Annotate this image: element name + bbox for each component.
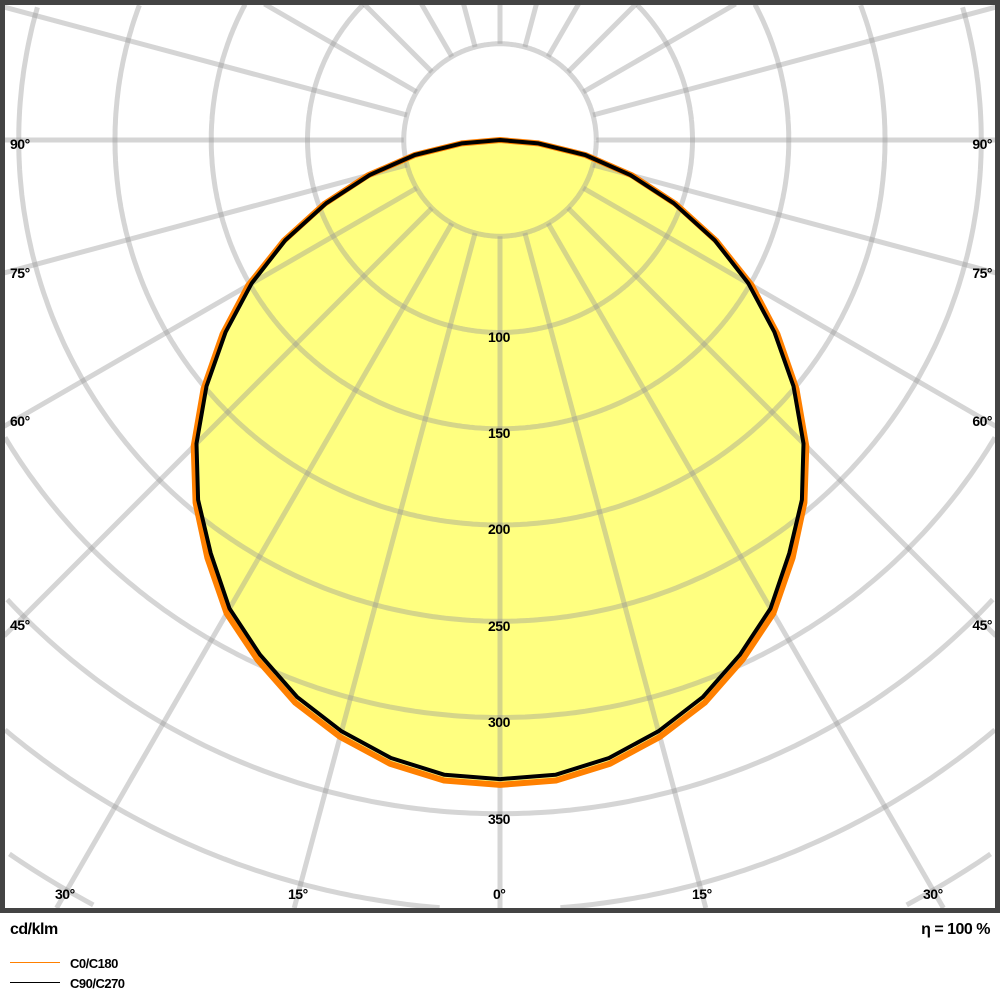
radial-grid-ring-450	[7, 851, 993, 908]
angle-grid-spoke-255	[3, 4, 408, 118]
angle-label-45-left: 45°	[10, 617, 30, 633]
angle-grid-spoke-285	[3, 162, 408, 276]
efficiency-label: η = 100 %	[921, 921, 990, 938]
radial-grid-ring-300	[2, 436, 998, 720]
unit-label: cd/klm	[10, 921, 58, 938]
angle-label-75-right: 75°	[972, 265, 992, 281]
angle-grid-spoke-330	[54, 222, 455, 910]
angle-grid-spoke-315	[2, 206, 434, 638]
series-line-c0-c180	[190, 137, 810, 788]
angle-grid-spoke-15	[522, 232, 709, 909]
radial-tick-300: 300	[488, 714, 510, 730]
legend-line-c90	[10, 982, 60, 983]
angle-grid-spoke-45	[566, 206, 998, 638]
radial-grid-ring-100	[305, 3, 695, 335]
radial-grid-ring-50	[401, 41, 599, 239]
legend-label-c0: C0/C180	[70, 956, 118, 971]
radial-tick-150: 150	[488, 425, 510, 441]
angle-grid-spoke-150	[545, 2, 581, 58]
angle-grid-spoke-30	[545, 222, 946, 910]
angle-grid-spoke-195	[461, 3, 478, 48]
angle-label-75-left: 75°	[10, 265, 30, 281]
angle-grid-spoke-60	[582, 185, 998, 429]
angle-label-0: 0°	[493, 886, 506, 902]
chart-frame	[0, 0, 1000, 913]
angle-grid-spoke-210	[419, 2, 455, 58]
radial-grid-ring-200	[112, 4, 888, 528]
angle-grid-spoke-135	[566, 2, 638, 74]
angle-grid-spoke-105	[592, 4, 997, 118]
angle-grid-spoke-120	[582, 1, 737, 95]
angle-label-30-right: 30°	[923, 886, 943, 902]
angle-grid-spoke-345	[291, 232, 478, 909]
angle-grid-spoke-225	[362, 2, 434, 74]
angle-label-90-right: 90°	[972, 136, 992, 152]
angle-label-60-right: 60°	[972, 413, 992, 429]
radial-grid-ring-400	[3, 727, 997, 911]
legend-label-c90: C90/C270	[70, 976, 125, 991]
radial-grid-ring-350	[5, 597, 995, 817]
intensity-fill	[193, 140, 807, 785]
angle-label-15-left: 15°	[288, 886, 308, 902]
angle-grid-spoke-300	[2, 185, 418, 429]
series-line-c90-c270	[194, 138, 806, 782]
radial-grid-ring-150	[208, 3, 792, 432]
angle-label-60-left: 60°	[10, 413, 30, 429]
angle-label-30-left: 30°	[55, 886, 75, 902]
angle-grid-spoke-165	[522, 3, 539, 48]
radial-tick-350: 350	[488, 811, 510, 827]
angle-label-45-right: 45°	[972, 617, 992, 633]
angle-label-90-left: 90°	[10, 136, 30, 152]
plot-area	[2, 1, 998, 911]
angle-grid-spoke-75	[592, 162, 997, 276]
legend-line-c0	[10, 962, 60, 963]
radial-tick-250: 250	[488, 618, 510, 634]
radial-tick-100: 100	[488, 329, 510, 345]
radial-tick-200: 200	[488, 521, 510, 537]
angle-grid-spoke-240	[263, 1, 418, 95]
radial-grid-ring-250	[16, 6, 984, 624]
angle-label-15-right: 15°	[692, 886, 712, 902]
